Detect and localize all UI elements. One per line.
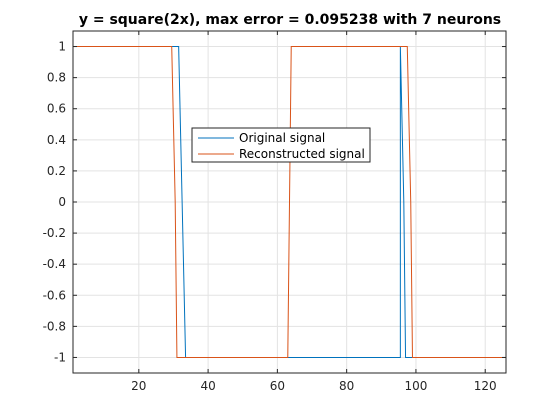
- y-tick-label: 1: [58, 40, 66, 54]
- y-tick-label: -0.8: [43, 319, 66, 333]
- x-tick-label: 40: [200, 379, 215, 393]
- y-tick-label: -0.2: [43, 226, 66, 240]
- legend: Original signal Reconstructed signal: [191, 127, 371, 163]
- x-tick-label: 20: [131, 379, 146, 393]
- x-tick-label: 100: [404, 379, 427, 393]
- y-tick-label: 0.8: [47, 71, 66, 85]
- x-tick-label: 80: [339, 379, 354, 393]
- ticks-layer: 20 40 60 80 100 120 -1 -0.8 -0.6 -0.4 -0.2 0 0.2 0.4 0…: [43, 31, 506, 393]
- legend-box: [191, 127, 371, 163]
- series-line-original-signal: [73, 46, 506, 358]
- legend-label-original-signal: Original signal: [239, 131, 325, 145]
- series-line-reconstructed-signal: [73, 46, 506, 358]
- y-tick-label: 0: [58, 195, 66, 209]
- x-tick-label: 120: [474, 379, 497, 393]
- chart-title: y = square(2x), max error = 0.095238 wit…: [79, 12, 501, 28]
- legend-label-reconstructed-signal: Reconstructed signal: [239, 147, 365, 161]
- y-tick-label: 0.6: [47, 102, 66, 116]
- y-tick-label: 0.2: [47, 164, 66, 178]
- y-tick-label: -0.6: [43, 288, 66, 302]
- series-layer: [73, 46, 506, 358]
- y-tick-label: -1: [54, 350, 66, 364]
- x-tick-label: 60: [270, 379, 285, 393]
- y-tick-label: -0.4: [43, 257, 66, 271]
- y-tick-label: 0.4: [47, 133, 66, 147]
